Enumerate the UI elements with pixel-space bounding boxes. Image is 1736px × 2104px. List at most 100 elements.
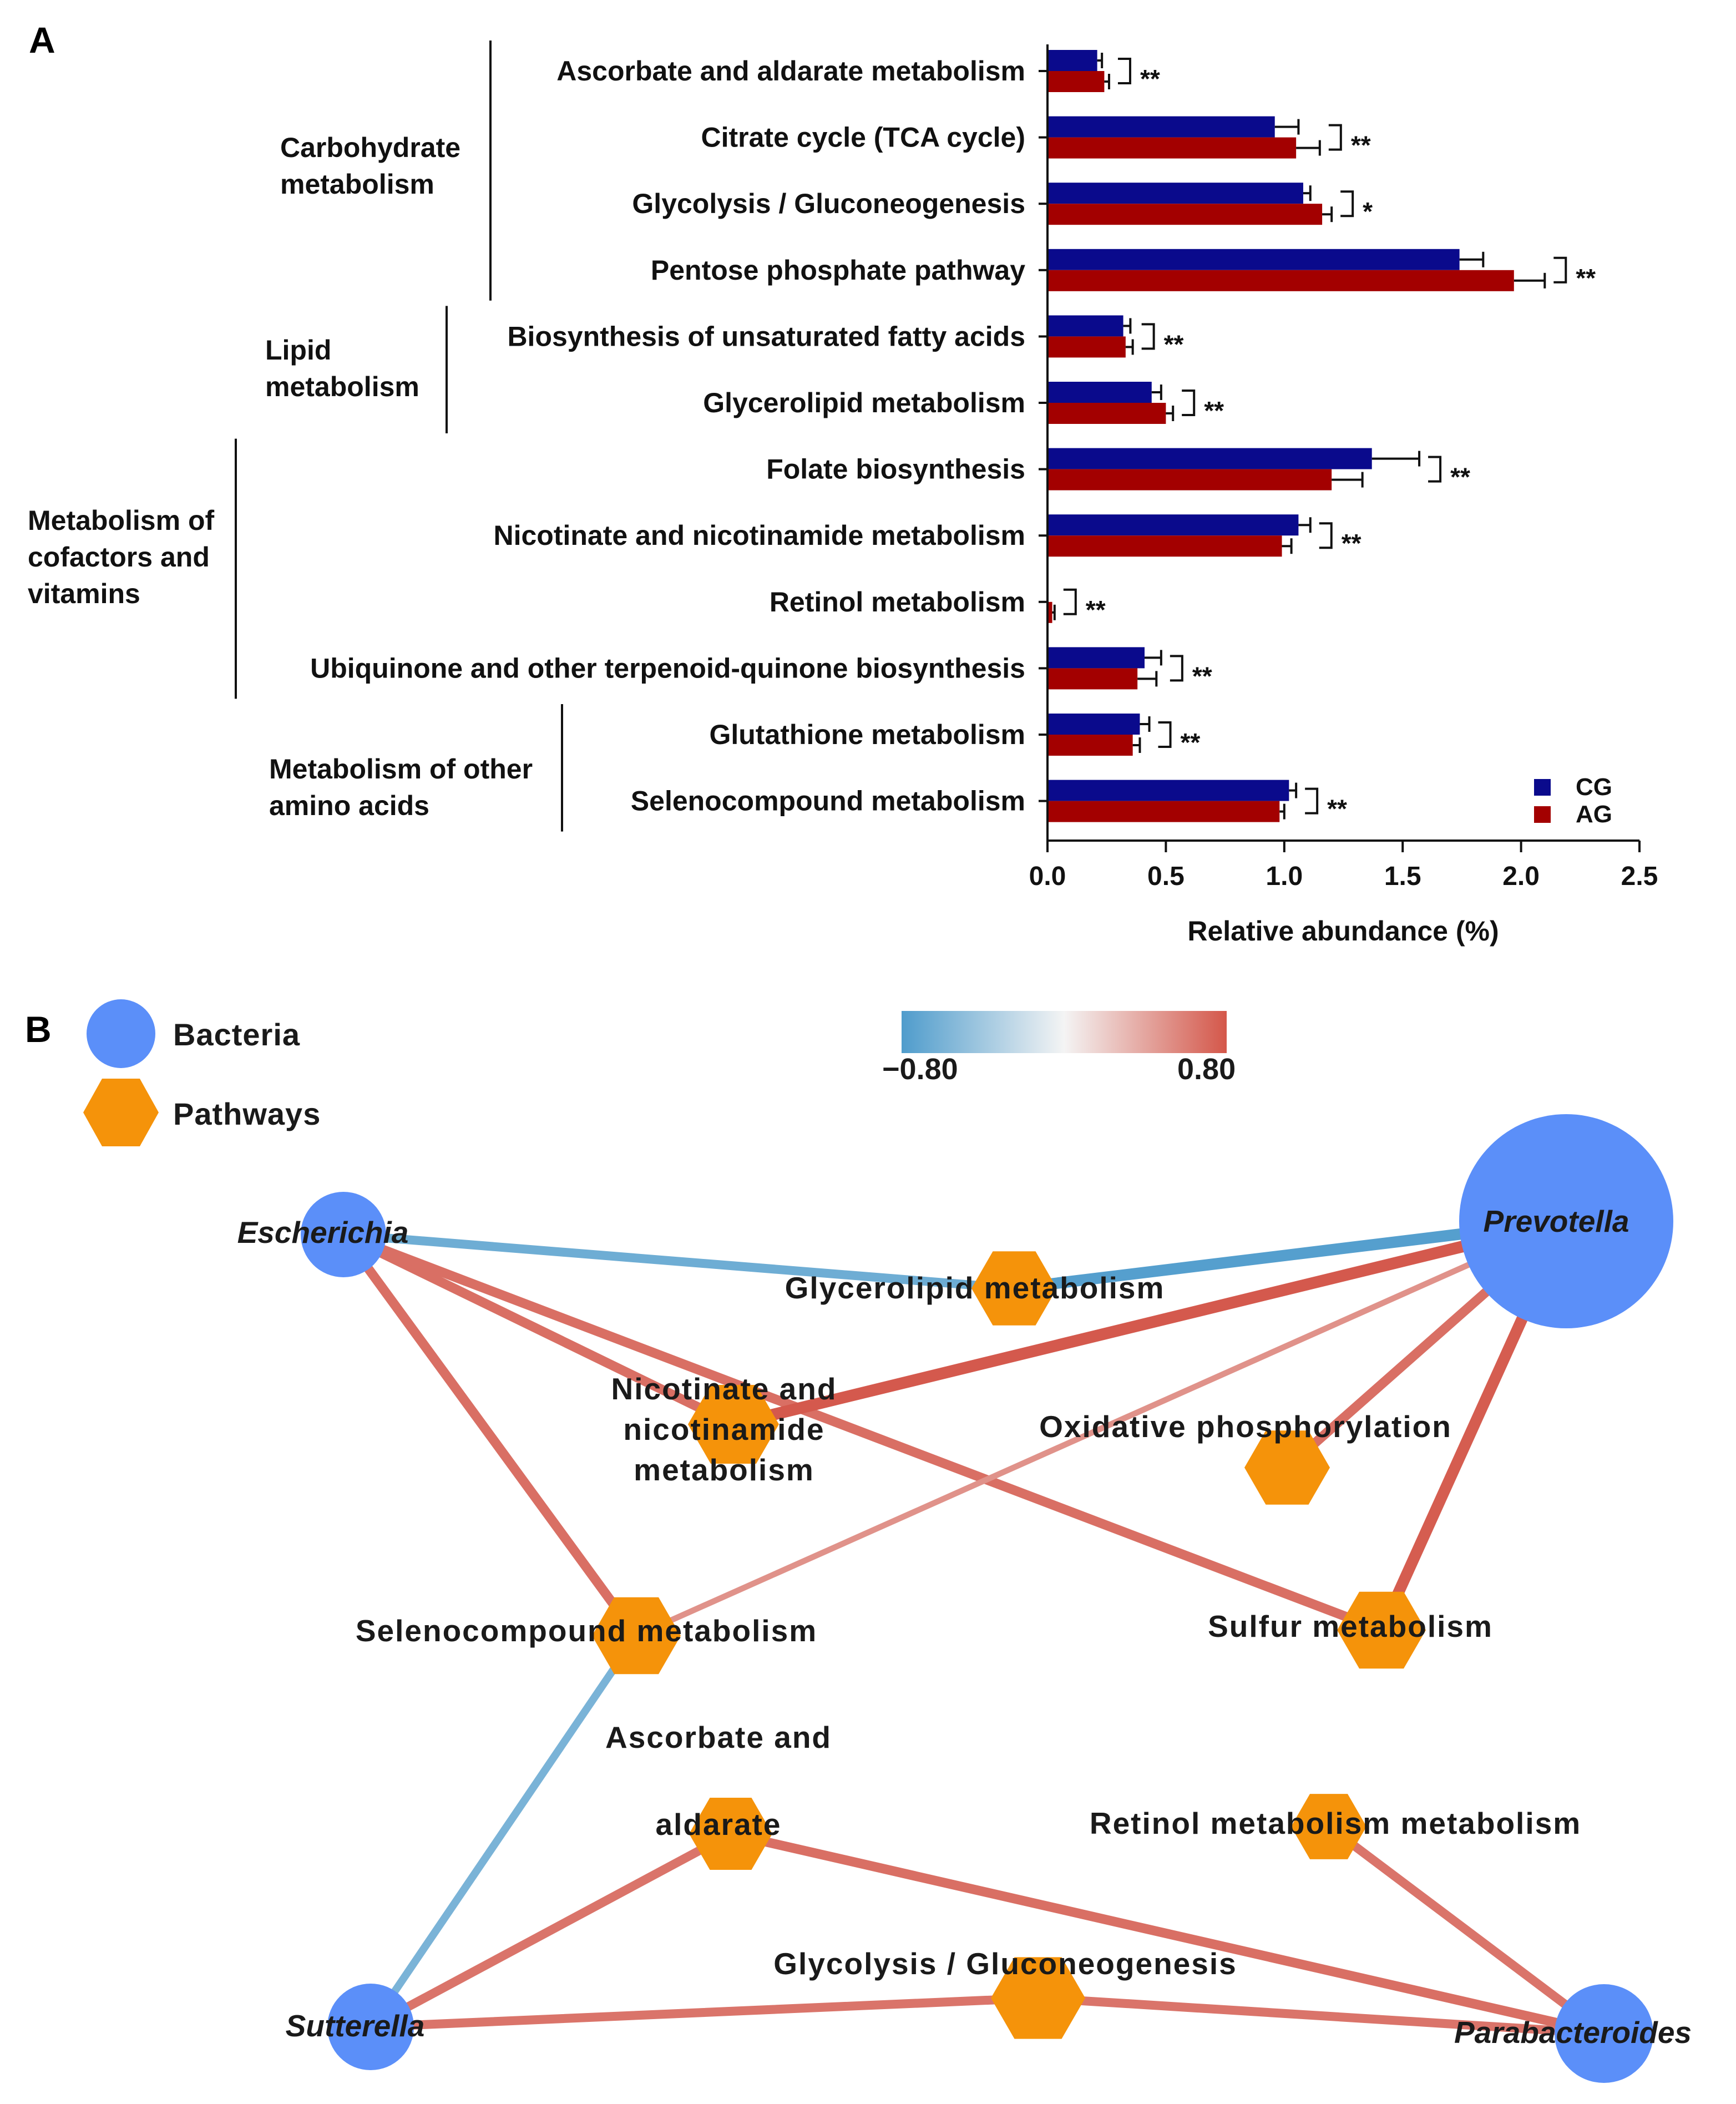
bacteria-legend-icon — [87, 999, 155, 1068]
x-tick-label: 0.5 — [1147, 862, 1185, 891]
bar-cg-glutathione-metabolism — [1047, 714, 1140, 735]
bar-ag-ubiquinone-and-other-terpenoid-quinone-biosynthesis — [1047, 668, 1138, 690]
bar-ag-biosynthesis-of-unsaturated-fatty-acids — [1047, 336, 1126, 358]
bar-cg-ascorbate-and-aldarate-metabolism — [1047, 50, 1097, 71]
bar-cg-biosynthesis-of-unsaturated-fatty-acids — [1047, 315, 1123, 337]
x-axis-title: Relative abundance (%) — [1187, 916, 1499, 947]
node-label-oxphos: Oxidative phosphorylation — [1039, 1409, 1452, 1444]
significance-bracket — [1328, 124, 1342, 151]
panel-a-bar-chart: A Carbohydrate metabolism Lipid metabolism M… — [28, 19, 1658, 947]
significance-label: ** — [1450, 463, 1470, 492]
bar-cg-selenocompound-metabolism — [1047, 780, 1289, 801]
bar-cg-glycerolipid-metabolism — [1047, 382, 1152, 403]
node-pathway-glycolysis — [991, 1957, 1085, 2039]
edge-prevotella-seleno — [633, 1218, 1570, 1639]
group-label-lipid-metabolism: Lipid — [265, 335, 331, 366]
x-tick-label: 1.0 — [1266, 862, 1303, 891]
node-label-parabacteroides: Parabacteroides — [1454, 2015, 1692, 2050]
pathway-label-citrate-cycle-tca-cycle: Citrate cycle (TCA cycle) — [701, 122, 1026, 153]
edge-escherichia-nicotinate — [338, 1230, 738, 1429]
pathway-label-biosynthesis-of-unsaturated-fatty-acids: Biosynthesis of unsaturated fatty acids — [507, 321, 1025, 352]
significance-label: ** — [1192, 661, 1212, 690]
node-label-nicotinate: metabolism — [634, 1453, 814, 1487]
pathway-category-groups: Carbohydrate metabolism Lipid metabolism Met… — [28, 41, 563, 832]
correlation-colorbar: −0.80 0.80 — [882, 1011, 1236, 1086]
edge-parabacteroides-ascorbate — [726, 1829, 1609, 2039]
pathway-label-glycerolipid-metabolism: Glycerolipid metabolism — [703, 387, 1025, 418]
group-label-metabolism-of-cofactors-and-vitamins: vitamins — [28, 578, 140, 609]
edge-parabacteroides-glycolysis — [1033, 1993, 1609, 2039]
significance-bracket — [1141, 323, 1155, 350]
group-label-carbohydrate-metabolism: Carbohydrate — [280, 132, 460, 163]
significance-bracket — [1305, 787, 1319, 815]
pathway-label-nicotinate-and-nicotinamide-metabolism: Nicotinate and nicotinamide metabolism — [494, 520, 1026, 551]
legend-swatch-cg — [1534, 779, 1551, 796]
node-label-seleno: Selenocompound metabolism — [356, 1614, 817, 1648]
edge-prevotella-nicotinate — [727, 1215, 1572, 1430]
significance-bracket — [1117, 58, 1131, 84]
group-label-lipid-metabolism: metabolism — [265, 371, 419, 402]
group-label-metabolism-of-other-amino-acids: Metabolism of other — [269, 753, 533, 785]
panel-b-letter: B — [25, 1009, 52, 1050]
node-pathway-seleno — [592, 1597, 681, 1675]
pathway-label-pentose-phosphate-pathway: Pentose phosphate pathway — [651, 255, 1025, 286]
colorbar-max-label: 0.80 — [1177, 1053, 1236, 1086]
bar-ag-citrate-cycle-tca-cycle — [1047, 137, 1297, 159]
node-label-sutterella: Sutterella — [286, 2009, 425, 2043]
group-label-carbohydrate-metabolism: metabolism — [280, 169, 434, 200]
significance-label: ** — [1351, 131, 1371, 160]
bar-ag-pentose-phosphate-pathway — [1047, 270, 1514, 291]
bar-ag-selenocompound-metabolism — [1047, 801, 1280, 822]
edge-escherichia-sulfur — [338, 1230, 1386, 1635]
legend: CG AG — [1534, 773, 1612, 828]
node-label-nicotinate: nicotinamide — [623, 1412, 824, 1446]
node-pathway-sulfur — [1337, 1591, 1426, 1669]
group-label-metabolism-of-cofactors-and-vitamins: cofactors and — [28, 542, 210, 573]
panel-a-letter: A — [29, 19, 55, 60]
significance-label: ** — [1327, 795, 1347, 823]
significance-label: * — [1363, 197, 1373, 226]
pathway-label-retinol-metabolism: Retinol metabolism — [770, 586, 1025, 618]
node-bacteria-sutterella — [327, 1984, 414, 2070]
pathways-legend-label: Pathways — [173, 1096, 321, 1131]
bar-cg-pentose-phosphate-pathway — [1047, 249, 1460, 270]
significance-bracket — [1182, 390, 1196, 416]
node-label-prevotella: Prevotella — [1484, 1204, 1629, 1238]
x-tick-label: 2.5 — [1621, 862, 1658, 891]
bar-cg-folate-biosynthesis — [1047, 448, 1372, 469]
node-label-ascorbate: Ascorbate and — [605, 1720, 832, 1754]
significance-label: ** — [1086, 595, 1106, 624]
bar-ag-retinol-metabolism — [1047, 601, 1052, 623]
significance-bracket — [1170, 655, 1183, 682]
bar-cg-nicotinate-and-nicotinamide-metabolism — [1047, 514, 1299, 536]
legend-label-ag: AG — [1576, 801, 1612, 828]
node-label-escherichia: Escherichia — [237, 1215, 409, 1250]
significance-bracket — [1340, 190, 1354, 218]
significance-bracket — [1063, 588, 1077, 615]
colorbar-gradient — [902, 1011, 1227, 1053]
node-label-glycolysis: Glycolysis / Gluconeogenesis — [773, 1946, 1237, 1981]
network-legend: Bacteria Pathways — [83, 999, 321, 1146]
group-label-metabolism-of-cofactors-and-vitamins: Metabolism of — [28, 505, 214, 536]
significance-label: ** — [1342, 529, 1362, 558]
significance-label: ** — [1204, 396, 1224, 425]
edge-sutterella-glycolysis — [366, 1993, 1043, 2032]
node-label-retinol: Retinol metabolism metabolism — [1090, 1806, 1581, 1840]
x-tick-label: 0.0 — [1029, 862, 1066, 891]
node-bacteria-parabacteroides — [1555, 1984, 1653, 2083]
node-pathway-oxphos — [1244, 1430, 1330, 1505]
significance-label: ** — [1576, 264, 1596, 292]
bar-ag-ascorbate-and-aldarate-metabolism — [1047, 71, 1105, 92]
bar-cg-citrate-cycle-tca-cycle — [1047, 116, 1275, 138]
pathway-label-ubiquinone-and-other-terpenoid-quinone-biosynthesis: Ubiquinone and other terpenoid-quinone b… — [310, 653, 1025, 684]
pathway-label-ascorbate-and-aldarate-metabolism: Ascorbate and aldarate metabolism — [556, 55, 1025, 87]
bar-ag-glycolysis-gluconeogenesis — [1047, 204, 1323, 225]
bar-ag-glutathione-metabolism — [1047, 735, 1133, 756]
significance-bracket — [1319, 522, 1333, 549]
pathways-legend-icon — [83, 1079, 159, 1146]
bar-ag-nicotinate-and-nicotinamide-metabolism — [1047, 535, 1282, 557]
x-tick-label: 2.0 — [1502, 862, 1540, 891]
node-pathway-ascorbate — [689, 1798, 772, 1870]
node-label-ascorbate: aldarate — [656, 1807, 782, 1842]
node-label-sulfur: Sulfur metabolism — [1208, 1609, 1493, 1643]
